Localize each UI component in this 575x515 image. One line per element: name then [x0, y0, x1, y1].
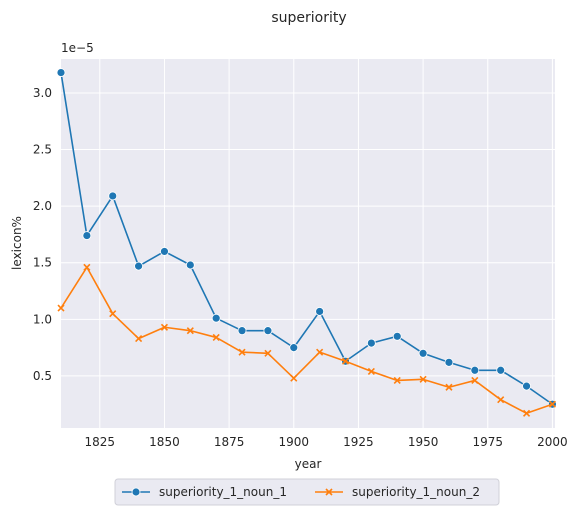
- y-axis-ticks: 0.5 1.0 1.5 2.0 2.5 3.0: [33, 86, 52, 383]
- x-tick-label: 1825: [85, 435, 116, 449]
- y-axis-label: lexicon%: [10, 216, 24, 270]
- data-point: [316, 348, 324, 356]
- series-line: [60, 72, 553, 405]
- data-point: [289, 343, 299, 353]
- data-point: [56, 68, 66, 77]
- data-point: [315, 307, 325, 316]
- x-tick-label: 1950: [408, 435, 439, 449]
- data-point: [497, 396, 505, 404]
- data-point: [186, 327, 194, 335]
- data-point: [57, 304, 65, 312]
- legend-label: superiority_1_noun_1: [159, 485, 287, 499]
- data-point: [238, 348, 246, 356]
- series-superiority_1_noun_1: [56, 68, 557, 409]
- data-point: [160, 247, 169, 256]
- x-tick-label: 2000: [537, 435, 568, 449]
- data-point: [445, 383, 453, 391]
- data-point: [419, 375, 427, 383]
- chart-title: superiority: [271, 10, 346, 26]
- y-tick-label: 3.0: [33, 86, 52, 100]
- legend-marker: [131, 487, 141, 497]
- x-tick-label: 1975: [472, 435, 503, 449]
- data-point: [341, 357, 350, 365]
- y-tick-label: 2.5: [33, 143, 52, 157]
- series-layer: [56, 68, 557, 417]
- data-point: [134, 261, 143, 271]
- data-point: [185, 260, 195, 270]
- data-point: [237, 326, 247, 336]
- y-tick-label: 1.5: [33, 256, 52, 270]
- data-point: [392, 331, 402, 341]
- data-point: [393, 376, 401, 385]
- data-point: [109, 310, 117, 318]
- data-point: [264, 349, 272, 357]
- data-point: [263, 326, 273, 336]
- data-point: [522, 409, 531, 417]
- x-tick-label: 1875: [214, 435, 245, 449]
- data-point: [444, 357, 454, 367]
- x-tick-label: 1900: [279, 435, 310, 449]
- x-axis-label: year: [295, 457, 322, 471]
- y-tick-label: 2.0: [33, 199, 52, 213]
- series-superiority_1_noun_2: [57, 263, 556, 417]
- legend-label: superiority_1_noun_2: [352, 485, 480, 499]
- data-point: [108, 191, 118, 201]
- data-point: [290, 374, 298, 382]
- data-point: [418, 348, 428, 358]
- legend: superiority_1_noun_1 superiority_1_noun_2: [114, 478, 500, 506]
- data-point: [135, 335, 143, 343]
- legend-box: [114, 478, 500, 506]
- data-point: [470, 365, 480, 375]
- data-point: [211, 313, 221, 323]
- data-point: [522, 381, 531, 391]
- data-point: [496, 365, 506, 375]
- x-tick-label: 1850: [149, 435, 180, 449]
- legend-entry: superiority_1_noun_2: [315, 485, 480, 499]
- y-tick-label: 1.0: [33, 312, 52, 326]
- data-point: [548, 400, 556, 408]
- y-axis-offset-text: 1e−5: [61, 41, 94, 55]
- plot-area: [61, 59, 555, 428]
- x-tick-label: 1925: [343, 435, 374, 449]
- x-axis-ticks: 1825 1850 1875 1900 1925 1950 1975 2000: [85, 435, 568, 449]
- data-point: [471, 376, 479, 385]
- data-point: [82, 231, 92, 240]
- series-line: [60, 266, 553, 415]
- legend-entry: superiority_1_noun_1: [122, 485, 287, 499]
- legend-marker: [325, 488, 333, 496]
- y-tick-label: 0.5: [33, 369, 52, 383]
- data-point: [366, 338, 376, 348]
- data-point: [212, 333, 220, 342]
- data-point: [83, 263, 91, 271]
- data-point: [160, 323, 169, 331]
- data-point: [367, 367, 375, 375]
